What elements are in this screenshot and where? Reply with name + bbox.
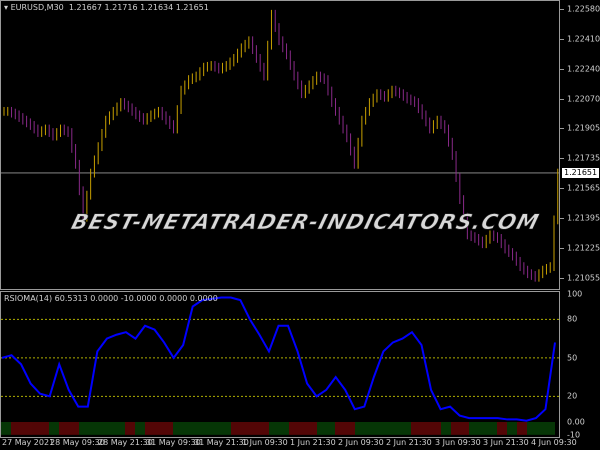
time-tick-label: 3 Jun 21:30 [483, 438, 529, 447]
indicator-header: RSIOMA(14) 60.5313 0.0000 -10.0000 0.000… [4, 294, 218, 303]
time-tick-label: 1 Jun 09:30 [242, 438, 288, 447]
watermark: BEST-METATRADER-INDICATORS.COM [68, 210, 543, 235]
indicator-tick-label: 100 [567, 289, 583, 299]
symbol-label: EURUSD,M30 [10, 3, 64, 12]
price-chart-pane[interactable] [0, 0, 560, 290]
price-tick [560, 188, 564, 190]
price-tick [560, 99, 564, 100]
price-tick-label: 1.22240 [567, 64, 600, 74]
price-tick-label: 1.21055 [567, 273, 600, 283]
indicator-tick-label: 80 [567, 314, 578, 324]
chart-header: ▾ EURUSD,M30 1.21667 1.21716 1.21634 1.2… [4, 3, 209, 12]
price-tick [560, 69, 564, 70]
close-value: 1.21651 [175, 3, 209, 12]
rsioma-line [1, 296, 556, 422]
price-tick-label: 1.22410 [567, 34, 600, 44]
price-tick-label: 1.22580 [567, 4, 600, 14]
current-price-label: 1.21651 [562, 168, 600, 178]
open-value: 1.21667 [68, 3, 102, 12]
candlestick-chart [0, 9, 560, 282]
price-tick [560, 128, 564, 130]
time-tick-label: 2 Jun 21:30 [386, 438, 432, 447]
rsioma-chart [1, 296, 559, 435]
time-tick-label: 28 May 09:30 [50, 438, 105, 447]
price-tick [560, 9, 564, 10]
high-value: 1.21716 [104, 3, 138, 12]
collapse-triangle-icon[interactable]: ▾ [4, 3, 9, 12]
indicator-tick-label: 0.00 [567, 417, 585, 427]
time-tick-label: 31 May 21:30 [194, 438, 249, 447]
rsioma-indicator-pane[interactable] [0, 291, 560, 438]
price-tick [560, 218, 564, 220]
indicator-tick-label: 20 [567, 391, 578, 401]
price-tick-label: 1.21565 [567, 183, 600, 193]
price-tick [560, 39, 564, 40]
time-tick-label: 3 Jun 09:30 [435, 438, 481, 447]
indicator-tick-label: 50 [567, 353, 578, 363]
time-tick-label: 1 Jun 21:30 [290, 438, 336, 447]
price-tick-label: 1.22070 [567, 94, 600, 104]
price-tick [560, 158, 564, 160]
indicator-tick-label: -10 [567, 430, 581, 440]
price-tick-label: 1.21225 [567, 243, 600, 253]
time-tick-label: 27 May 2021 [2, 438, 55, 447]
price-tick [560, 278, 564, 280]
price-tick-label: 1.21905 [567, 123, 600, 133]
time-tick-label: 2 Jun 09:30 [338, 438, 384, 447]
price-tick-label: 1.21735 [567, 153, 600, 163]
time-tick-label: 31 May 09:30 [146, 438, 201, 447]
time-tick-label: 28 May 21:30 [98, 438, 153, 447]
low-value: 1.21634 [140, 3, 174, 12]
price-tick-label: 1.21395 [567, 213, 600, 223]
time-tick-label: 4 Jun 09:30 [531, 438, 577, 447]
price-tick [560, 248, 564, 250]
